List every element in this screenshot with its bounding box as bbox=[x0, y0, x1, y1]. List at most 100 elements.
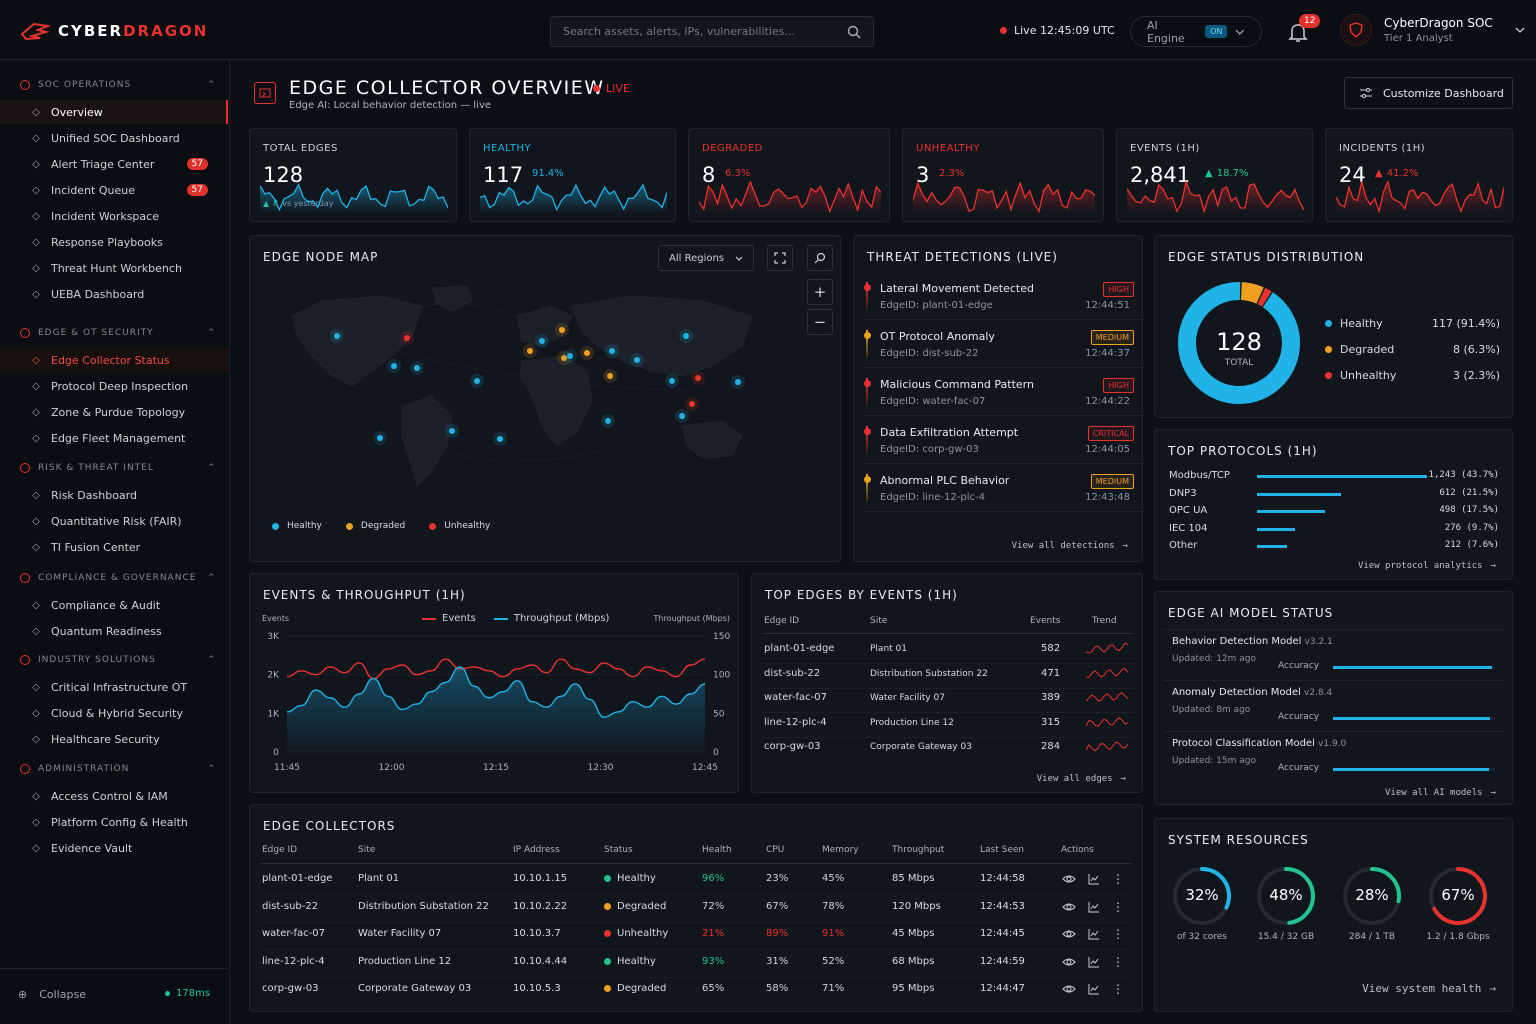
edge-node-marker[interactable] bbox=[497, 436, 503, 442]
edge-node-marker[interactable] bbox=[414, 365, 420, 371]
customize-dashboard-button[interactable]: Customize Dashboard bbox=[1344, 77, 1513, 109]
kpi-card[interactable]: UNHEALTHY 3 2.3% bbox=[902, 128, 1104, 222]
region-select[interactable]: All Regions bbox=[658, 245, 754, 271]
sidebar-section-header[interactable]: INDUSTRY SOLUTIONS ⌃ bbox=[20, 655, 216, 665]
fullscreen-button[interactable] bbox=[767, 245, 793, 271]
table-row[interactable]: line-12-plc-4 Production Line 12 315 bbox=[752, 714, 1144, 738]
threat-detection-item[interactable]: Data Exfiltration Attempt EdgeID: corp-gw… bbox=[864, 418, 1144, 464]
bell-icon[interactable] bbox=[1286, 20, 1310, 44]
sidebar-item-platform-config-health[interactable]: ◇ Platform Config & Health bbox=[0, 810, 228, 834]
edge-node-marker[interactable] bbox=[377, 435, 383, 441]
sidebar-item-compliance-audit[interactable]: ◇ Compliance & Audit bbox=[0, 593, 228, 617]
table-row[interactable]: plant-01-edge Plant 01 582 bbox=[752, 640, 1144, 664]
world-map[interactable] bbox=[252, 276, 792, 506]
more-vertical-icon[interactable]: ⋮ bbox=[1112, 954, 1124, 969]
edge-node-marker[interactable] bbox=[559, 327, 565, 333]
table-row[interactable]: corp-gw-03 Corporate Gateway 03 10.10.5.3 D… bbox=[250, 978, 1144, 1004]
table-row[interactable]: water-fac-07 Water Facility 07 389 bbox=[752, 689, 1144, 713]
protocol-row[interactable]: DNP3 612 (21.5%) bbox=[1169, 488, 1499, 502]
sidebar-item-edge-fleet-management[interactable]: ◇ Edge Fleet Management bbox=[0, 426, 228, 450]
sidebar-item-cloud-hybrid-security[interactable]: ◇ Cloud & Hybrid Security bbox=[0, 701, 228, 725]
sidebar-item-alert-triage-center[interactable]: ◇ Alert Triage Center 57 bbox=[0, 152, 228, 176]
edge-node-marker[interactable] bbox=[683, 333, 689, 339]
edge-node-marker[interactable] bbox=[404, 335, 410, 341]
sidebar-item-incident-queue[interactable]: ◇ Incident Queue 57 bbox=[0, 178, 228, 202]
resource-gauge[interactable]: 67% 1.2 / 1.8 Gbps bbox=[1426, 865, 1490, 955]
sidebar-item-quantitative-risk-fair-[interactable]: ◇ Quantitative Risk (FAIR) bbox=[0, 509, 228, 533]
sidebar-item-edge-collector-status[interactable]: ◇ Edge Collector Status bbox=[0, 348, 228, 372]
ai-model-card[interactable]: Anomaly Detection Model v2.8.4 Updated: 8… bbox=[1163, 680, 1504, 730]
view-eye-icon[interactable] bbox=[1062, 873, 1076, 885]
edge-node-marker[interactable] bbox=[449, 428, 455, 434]
ai-engine-toggle[interactable]: AI Engine ON bbox=[1130, 16, 1262, 47]
collapse-button[interactable]: ⊕ Collapse bbox=[18, 988, 86, 1001]
edge-node-marker[interactable] bbox=[609, 348, 615, 354]
more-vertical-icon[interactable]: ⋮ bbox=[1112, 872, 1124, 886]
view-system-health-link[interactable]: View system health → bbox=[1362, 982, 1496, 995]
ai-model-card[interactable]: Behavior Detection Model v3.2.1 Updated: … bbox=[1163, 629, 1504, 679]
resource-gauge[interactable]: 32% of 32 cores bbox=[1171, 865, 1233, 955]
zoom-in-button[interactable]: + bbox=[807, 279, 833, 305]
map-search-button[interactable] bbox=[807, 245, 833, 271]
kpi-card[interactable]: EVENTS (1H) 2,841 ▲ 18.7% bbox=[1116, 128, 1313, 222]
sidebar-item-evidence-vault[interactable]: ◇ Evidence Vault bbox=[0, 836, 228, 860]
threat-detection-item[interactable]: Lateral Movement Detected EdgeID: plant-0… bbox=[864, 274, 1144, 320]
search-icon[interactable] bbox=[847, 25, 861, 39]
sidebar-section-header[interactable]: ADMINISTRATION ⌃ bbox=[20, 764, 216, 774]
table-row[interactable]: water-fac-07 Water Facility 07 10.10.3.7 Un… bbox=[250, 923, 1144, 950]
table-row[interactable]: plant-01-edge Plant 01 10.10.1.15 Healthy 96… bbox=[250, 868, 1144, 895]
resource-gauge[interactable]: 48% 15.4 / 32 GB bbox=[1255, 865, 1317, 955]
kpi-card[interactable]: INCIDENTS (1H) 24 ▲ 41.2% bbox=[1325, 128, 1513, 222]
events-throughput-chart[interactable]: 0 1K 2K 3K 0 50 100 150 11:45 12:00 12:15 12:30 12:4… bbox=[250, 624, 740, 794]
more-vertical-icon[interactable]: ⋮ bbox=[1112, 927, 1124, 941]
sidebar-item-healthcare-security[interactable]: ◇ Healthcare Security bbox=[0, 727, 228, 751]
sidebar-section-header[interactable]: SOC OPERATIONS ⌃ bbox=[20, 80, 216, 90]
edge-node-marker[interactable] bbox=[527, 348, 533, 354]
view-eye-icon[interactable] bbox=[1062, 901, 1076, 913]
sidebar-item-zone-purdue-topology[interactable]: ◇ Zone & Purdue Topology bbox=[0, 400, 228, 424]
edge-node-marker[interactable] bbox=[735, 379, 741, 385]
ai-model-card[interactable]: Protocol Classification Model v1.9.0 Upda… bbox=[1163, 731, 1504, 781]
user-menu[interactable]: CyberDragon SOC Tier 1 Analyst bbox=[1340, 14, 1525, 46]
sidebar-item-overview[interactable]: ◇ Overview bbox=[0, 100, 228, 124]
series-line-events[interactable] bbox=[286, 658, 706, 680]
edge-node-marker[interactable] bbox=[539, 338, 545, 344]
view-all-edges-link[interactable]: View all edges → bbox=[1037, 774, 1126, 784]
analytics-chart-icon[interactable] bbox=[1088, 901, 1100, 913]
analytics-chart-icon[interactable] bbox=[1088, 983, 1100, 995]
sidebar-item-ti-fusion-center[interactable]: ◇ TI Fusion Center bbox=[0, 535, 228, 559]
sidebar-section-header[interactable]: EDGE & OT SECURITY ⌃ bbox=[20, 328, 216, 338]
view-all-ai-models-link[interactable]: View all AI models → bbox=[1385, 788, 1496, 798]
sidebar-item-risk-dashboard[interactable]: ◇ Risk Dashboard bbox=[0, 483, 228, 507]
view-eye-icon[interactable] bbox=[1062, 983, 1076, 995]
edge-node-marker[interactable] bbox=[561, 355, 567, 361]
edge-node-marker[interactable] bbox=[605, 418, 611, 424]
edge-node-marker[interactable] bbox=[334, 333, 340, 339]
protocol-row[interactable]: OPC UA 498 (17.5%) bbox=[1169, 505, 1499, 519]
threat-detection-item[interactable]: Abnormal PLC Behavior EdgeID: line-12-plc… bbox=[864, 466, 1144, 512]
donut-slice-healthy[interactable] bbox=[1178, 282, 1300, 404]
view-eye-icon[interactable] bbox=[1062, 956, 1076, 968]
sidebar-item-quantum-readiness[interactable]: ◇ Quantum Readiness bbox=[0, 619, 228, 643]
search-input[interactable] bbox=[563, 25, 833, 38]
status-donut-chart[interactable] bbox=[1174, 278, 1304, 408]
threat-detection-item[interactable]: Malicious Command Pattern EdgeID: water-f… bbox=[864, 370, 1144, 416]
sidebar-section-header[interactable]: RISK & THREAT INTEL ⌃ bbox=[20, 463, 216, 473]
protocol-row[interactable]: Modbus/TCP 1,243 (43.7%) bbox=[1169, 470, 1499, 484]
resource-gauge[interactable]: 28% 284 / 1 TB bbox=[1341, 865, 1403, 955]
edge-node-marker[interactable] bbox=[584, 350, 590, 356]
view-all-detections-link[interactable]: View all detections → bbox=[1012, 541, 1128, 551]
view-eye-icon[interactable] bbox=[1062, 928, 1076, 940]
table-row[interactable]: line-12-plc-4 Production Line 12 10.10.4.4… bbox=[250, 951, 1144, 978]
sidebar-item-incident-workspace[interactable]: ◇ Incident Workspace bbox=[0, 204, 228, 228]
edge-node-marker[interactable] bbox=[474, 378, 480, 384]
view-protocol-analytics-link[interactable]: View protocol analytics → bbox=[1358, 561, 1496, 571]
table-row[interactable]: dist-sub-22 Distribution Substation 22 471 bbox=[752, 665, 1144, 689]
edge-node-marker[interactable] bbox=[689, 401, 695, 407]
analytics-chart-icon[interactable] bbox=[1088, 928, 1100, 940]
sidebar-item-ueba-dashboard[interactable]: ◇ UEBA Dashboard bbox=[0, 282, 228, 306]
more-vertical-icon[interactable]: ⋮ bbox=[1112, 899, 1124, 914]
table-row[interactable]: dist-sub-22 Distribution Substation 22 10.… bbox=[250, 896, 1144, 923]
sidebar-item-protocol-deep-inspection[interactable]: ◇ Protocol Deep Inspection bbox=[0, 374, 228, 398]
